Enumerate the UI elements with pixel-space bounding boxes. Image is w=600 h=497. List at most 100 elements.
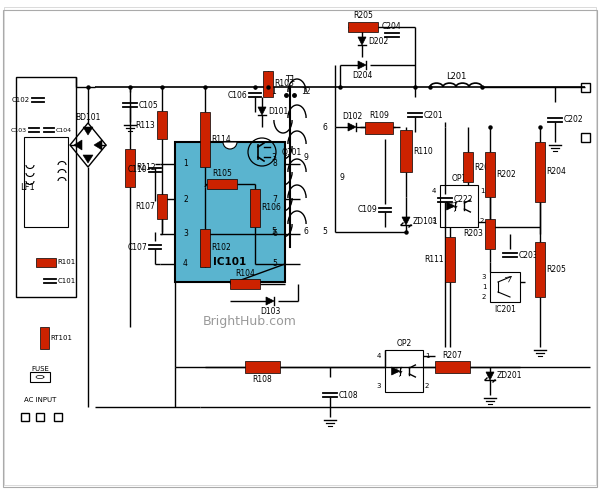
Text: OP1: OP1	[451, 174, 467, 183]
Text: 3: 3	[482, 274, 486, 280]
Bar	[581, 83, 589, 91]
Text: IC101: IC101	[214, 257, 247, 267]
Text: AC INPUT: AC INPUT	[24, 397, 56, 403]
Text: C202: C202	[564, 115, 584, 125]
Text: C102: C102	[12, 97, 30, 103]
Bar	[463, 152, 473, 182]
Bar	[21, 413, 29, 421]
Bar	[24, 137, 68, 227]
Text: C106: C106	[227, 90, 247, 99]
Polygon shape	[358, 61, 366, 69]
Text: C101: C101	[58, 278, 76, 284]
Text: 6: 6	[304, 228, 308, 237]
Text: R201: R201	[475, 163, 494, 171]
Text: C105: C105	[139, 100, 159, 109]
Bar	[54, 413, 62, 421]
Text: R111: R111	[424, 255, 443, 264]
Text: LF1: LF1	[20, 182, 35, 191]
Text: C204: C204	[382, 22, 402, 31]
Text: C222: C222	[454, 195, 473, 204]
Text: 3: 3	[432, 218, 436, 224]
Polygon shape	[266, 297, 274, 305]
Text: 5: 5	[272, 228, 277, 237]
Text: D103: D103	[260, 307, 280, 316]
Text: 9: 9	[340, 172, 345, 181]
Text: R106: R106	[262, 203, 281, 213]
Bar	[36, 413, 44, 421]
Text: C107: C107	[127, 243, 147, 251]
Bar	[440, 185, 478, 227]
Text: 12: 12	[301, 87, 311, 96]
Text: R107: R107	[136, 202, 155, 211]
Text: D202: D202	[368, 36, 388, 46]
Bar	[485, 152, 495, 197]
Text: R108: R108	[253, 375, 272, 384]
Text: 4: 4	[432, 188, 436, 194]
Bar	[230, 279, 260, 289]
Text: R113: R113	[136, 120, 155, 130]
Text: R203: R203	[464, 230, 484, 239]
Bar	[365, 122, 393, 134]
Text: C201: C201	[424, 110, 443, 119]
Bar	[157, 194, 167, 219]
Polygon shape	[486, 372, 494, 380]
Text: BD101: BD101	[76, 113, 101, 122]
Bar	[200, 229, 210, 267]
Text: R202: R202	[497, 170, 516, 179]
Text: C109: C109	[357, 205, 377, 215]
Text: 3: 3	[183, 230, 188, 239]
Polygon shape	[94, 140, 102, 150]
Text: C203: C203	[519, 250, 539, 259]
Bar	[157, 111, 167, 139]
Polygon shape	[74, 140, 82, 150]
Polygon shape	[258, 107, 266, 115]
Text: 1: 1	[425, 353, 429, 359]
Text: 2: 2	[425, 383, 429, 389]
Polygon shape	[358, 37, 366, 45]
Text: C104: C104	[56, 128, 72, 133]
Polygon shape	[348, 123, 356, 131]
Text: R103: R103	[275, 80, 295, 88]
Text: R205: R205	[547, 265, 566, 274]
Text: OP2: OP2	[397, 339, 412, 348]
Text: R102: R102	[212, 244, 231, 252]
Text: R114: R114	[212, 135, 231, 144]
Text: 8: 8	[272, 160, 277, 168]
Text: ZD101: ZD101	[413, 217, 439, 226]
Bar	[490, 272, 520, 302]
Bar	[30, 372, 50, 382]
Bar	[125, 149, 135, 187]
Text: 6: 6	[272, 230, 277, 239]
Text: R204: R204	[547, 167, 566, 176]
Polygon shape	[392, 367, 400, 375]
Text: 7: 7	[272, 194, 277, 203]
Bar	[250, 189, 260, 227]
Polygon shape	[83, 155, 93, 163]
Text: R112: R112	[137, 164, 156, 172]
Text: 4: 4	[377, 353, 381, 359]
Bar	[445, 237, 455, 282]
Text: 1: 1	[482, 284, 486, 290]
Text: 5: 5	[322, 228, 327, 237]
Text: 6: 6	[322, 122, 327, 132]
Text: BrightHub.com: BrightHub.com	[203, 316, 297, 329]
Bar	[245, 361, 280, 373]
Text: 1: 1	[272, 87, 277, 96]
Polygon shape	[402, 217, 410, 225]
Text: ZD201: ZD201	[497, 371, 523, 381]
Bar	[535, 142, 545, 202]
Text: 3: 3	[377, 383, 381, 389]
Text: R110: R110	[413, 147, 433, 156]
Polygon shape	[83, 127, 93, 135]
Text: D101: D101	[268, 106, 288, 115]
Bar	[535, 242, 545, 297]
Wedge shape	[223, 142, 237, 149]
Bar	[400, 130, 412, 172]
Text: 1: 1	[183, 160, 188, 168]
Text: R104: R104	[235, 268, 255, 277]
Text: C108: C108	[339, 391, 359, 400]
Text: D102: D102	[342, 112, 362, 121]
Text: IC201: IC201	[494, 305, 516, 314]
Text: C110: C110	[127, 166, 147, 174]
Text: R205: R205	[353, 11, 373, 20]
